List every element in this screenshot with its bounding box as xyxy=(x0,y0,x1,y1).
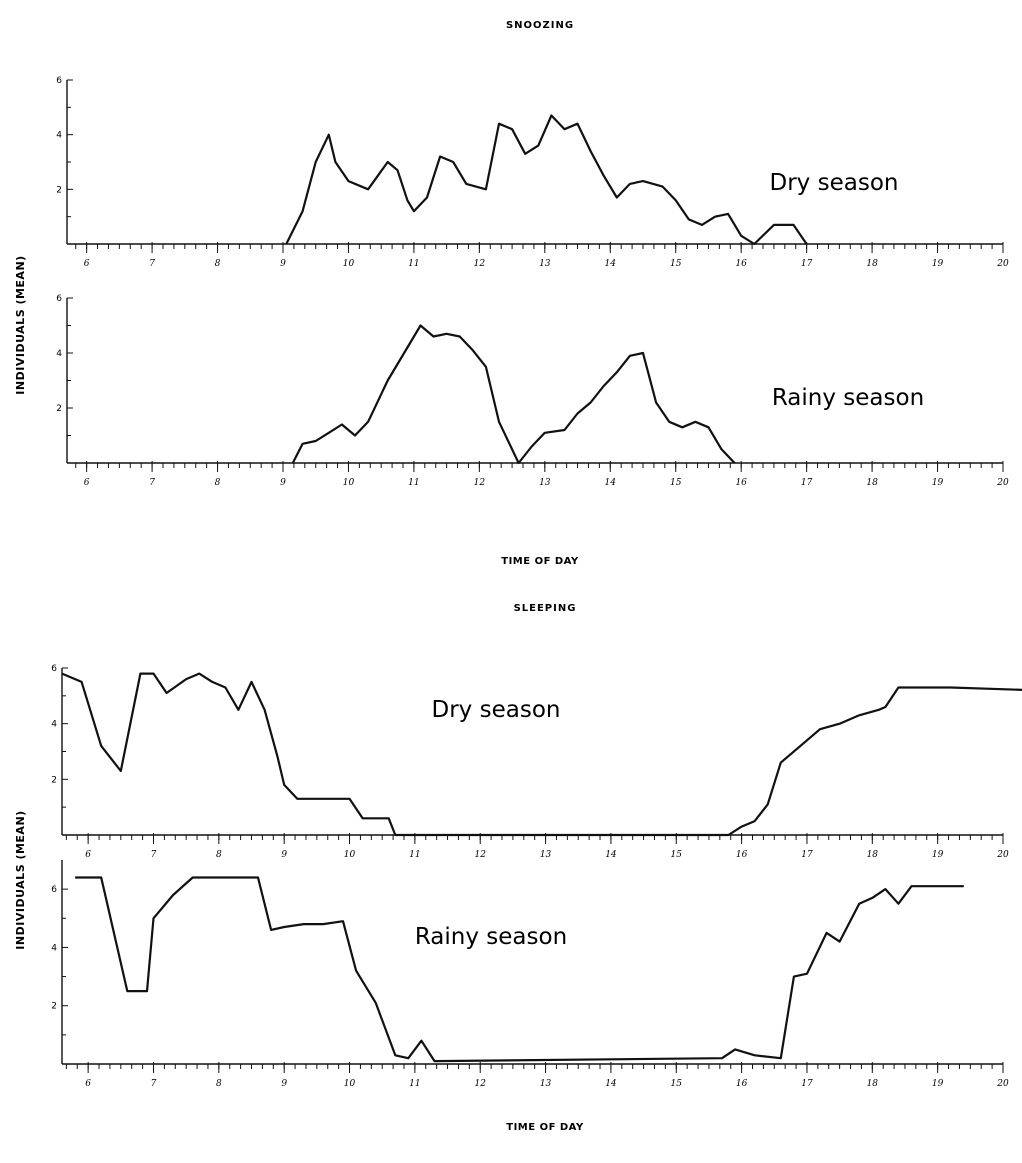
snoozing-rainy-x-tick-label: 9 xyxy=(280,478,286,488)
snoozing-dry-y-tick-label: 2 xyxy=(56,185,62,195)
snoozing-rainy-x-tick-label: 15 xyxy=(670,478,682,488)
sleeping-dry-x-tick-label: 7 xyxy=(151,850,157,860)
sleeping-rainy-panel: 6 7 8 9 10 11 12 13 14 15 16 17 18 19 20 2 4 6 Rainy seaso… xyxy=(51,860,1009,1089)
sleeping-rainy-x-tick-label: 15 xyxy=(671,1079,683,1089)
sleeping-rainy-y-tick-label: 6 xyxy=(51,885,57,895)
sleeping-rainy-y-tick-label: 2 xyxy=(51,1002,57,1012)
snoozing-rainy-x-tick-label: 17 xyxy=(801,478,813,488)
snoozing-dry-x-tick-label: 13 xyxy=(539,259,551,269)
snoozing-rainy-panel: 6 7 8 9 10 11 12 13 14 15 16 17 18 19 20 2 4 6 Rainy seaso… xyxy=(56,294,1009,488)
snoozing-rainy-x-tick-label: 11 xyxy=(408,478,419,488)
snoozing-dry-x-tick-label: 11 xyxy=(408,259,419,269)
sleeping-dry-x-tick-label: 13 xyxy=(540,850,552,860)
snoozing-dry-x-tick-label: 19 xyxy=(932,259,944,269)
sleeping-dry-series-line xyxy=(61,672,1022,837)
snoozing-rainy-y-tick-label: 6 xyxy=(56,294,62,304)
snoozing-dry-x-tick-label: 9 xyxy=(280,259,286,269)
snoozing-rainy-x-tick-label: 10 xyxy=(343,478,355,488)
snoozing-dry-x-tick-label: 16 xyxy=(735,259,747,269)
snoozing-dry-x-tick-label: 18 xyxy=(866,259,878,269)
sleeping-dry-x-tick-label: 17 xyxy=(801,850,813,860)
snoozing-dry-x-tick-label: 20 xyxy=(996,259,1009,269)
sleeping-rainy-x-tick-label: 20 xyxy=(996,1079,1009,1089)
sleeping-rainy-x-tick-label: 16 xyxy=(736,1079,748,1089)
sleeping-dry-x-tick-label: 19 xyxy=(932,850,944,860)
snoozing-ylabel: INDIVIDUALS (MEAN) xyxy=(14,255,27,394)
sleeping-rainy-x-tick-label: 11 xyxy=(409,1079,420,1089)
sleeping-dry-x-tick-label: 12 xyxy=(474,850,486,860)
snoozing-rainy-x-tick-label: 7 xyxy=(149,478,155,488)
sleeping-rainy-x-tick-label: 19 xyxy=(932,1079,944,1089)
snoozing-dry-season-label: Dry season xyxy=(770,170,899,196)
snoozing-xlabel: TIME OF DAY xyxy=(501,556,579,567)
sleeping-rainy-x-tick-label: 12 xyxy=(474,1079,486,1089)
sleeping-dry-x-tick-label: 16 xyxy=(736,850,748,860)
snoozing-dry-x-tick-label: 12 xyxy=(474,259,486,269)
sleeping-dry-x-tick-label: 9 xyxy=(281,850,287,860)
sleeping-dry-y-tick-label: 4 xyxy=(51,720,57,730)
sleeping-rainy-x-tick-label: 13 xyxy=(540,1079,552,1089)
snoozing-dry-x-tick-label: 6 xyxy=(84,259,90,269)
sleeping-rainy-x-tick-label: 6 xyxy=(85,1079,91,1089)
sleeping-rainy-series-line xyxy=(75,876,964,1063)
snoozing-rainy-x-tick-label: 8 xyxy=(215,478,221,488)
snoozing-dry-x-tick-label: 15 xyxy=(670,259,682,269)
snoozing-rainy-x-tick-label: 6 xyxy=(84,478,90,488)
snoozing-rainy-y-tick-label: 2 xyxy=(56,404,62,414)
sleeping-dry-x-tick-label: 20 xyxy=(996,850,1009,860)
snoozing-rainy-x-tick-label: 13 xyxy=(539,478,551,488)
snoozing-rainy-x-tick-label: 18 xyxy=(866,478,878,488)
sleeping-dry-x-tick-label: 14 xyxy=(605,850,617,860)
snoozing-dry-x-tick-label: 17 xyxy=(801,259,813,269)
snoozing-dry-x-tick-label: 14 xyxy=(605,259,617,269)
snoozing-rainy-x-tick-label: 14 xyxy=(605,478,617,488)
sleeping-rainy-x-tick-label: 7 xyxy=(151,1079,157,1089)
sleeping-dry-x-tick-label: 6 xyxy=(85,850,91,860)
sleeping-dry-y-tick-label: 6 xyxy=(51,664,57,674)
sleeping-xlabel: TIME OF DAY xyxy=(506,1122,584,1133)
sleeping-dry-x-tick-label: 10 xyxy=(344,850,356,860)
sleeping-rainy-x-tick-label: 9 xyxy=(281,1079,287,1089)
sleeping-rainy-y-tick-label: 4 xyxy=(51,943,57,953)
snoozing-dry-y-tick-label: 6 xyxy=(56,76,62,86)
snoozing-rainy-x-tick-label: 12 xyxy=(474,478,486,488)
snoozing-title: SNOOZING xyxy=(506,20,574,31)
sleeping-rainy-x-tick-label: 10 xyxy=(344,1079,356,1089)
snoozing-rainy-series-line xyxy=(291,324,736,465)
snoozing-dry-y-tick-label: 4 xyxy=(56,131,62,141)
snoozing-rainy-x-tick-label: 16 xyxy=(735,478,747,488)
snoozing-dry-x-tick-label: 10 xyxy=(343,259,355,269)
sleeping-dry-x-tick-label: 11 xyxy=(409,850,420,860)
sleeping-dry-y-tick-label: 2 xyxy=(51,775,57,785)
sleeping-dry-season-label: Dry season xyxy=(432,697,561,723)
snoozing-dry-series-line xyxy=(285,114,808,246)
sleeping-rainy-season-label: Rainy season xyxy=(415,924,567,950)
sleeping-rainy-x-tick-label: 17 xyxy=(801,1079,813,1089)
sleeping-ylabel: INDIVIDUALS (MEAN) xyxy=(14,810,27,949)
snoozing-rainy-x-tick-label: 19 xyxy=(932,478,944,488)
snoozing-rainy-x-tick-label: 20 xyxy=(996,478,1009,488)
sleeping-dry-x-tick-label: 18 xyxy=(867,850,879,860)
sleeping-dry-x-tick-label: 15 xyxy=(671,850,683,860)
sleeping-dry-panel: 6 7 8 9 10 11 12 13 14 15 16 17 18 19 20 2 4 6 Dry season xyxy=(51,664,1022,860)
sleeping-rainy-x-tick-label: 8 xyxy=(216,1079,222,1089)
sleeping-rainy-x-tick-label: 14 xyxy=(605,1079,617,1089)
sleeping-rainy-x-tick-label: 18 xyxy=(867,1079,879,1089)
sleeping-title: SLEEPING xyxy=(514,603,577,614)
snoozing-dry-x-tick-label: 8 xyxy=(215,259,221,269)
snoozing-dry-panel: 6 7 8 9 10 11 12 13 14 15 16 17 18 19 20 2 4 6 Dry season xyxy=(56,76,1009,269)
snoozing-rainy-y-tick-label: 4 xyxy=(56,349,62,359)
snoozing-dry-x-tick-label: 7 xyxy=(149,259,155,269)
snoozing-rainy-season-label: Rainy season xyxy=(772,385,924,411)
sleeping-dry-x-tick-label: 8 xyxy=(216,850,222,860)
